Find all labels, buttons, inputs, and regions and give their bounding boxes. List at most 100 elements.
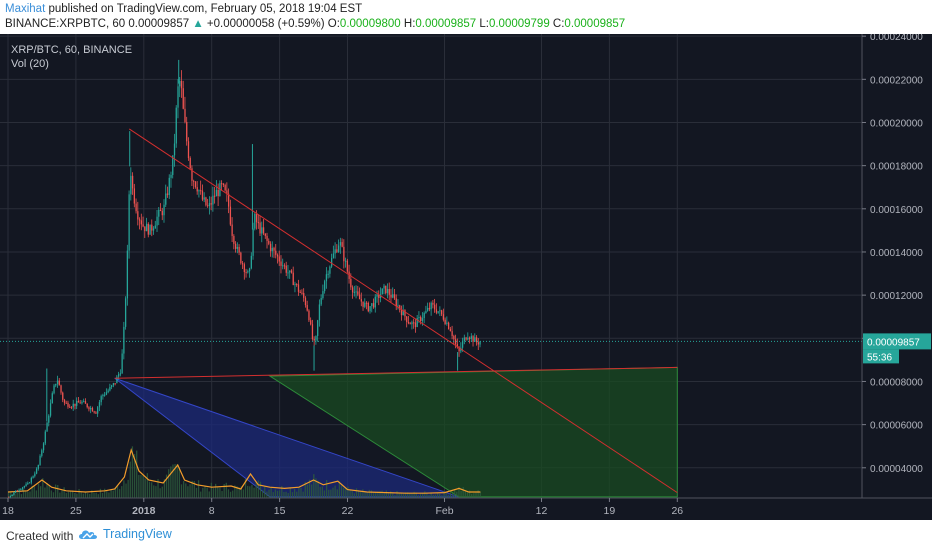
volume-bar — [193, 481, 195, 498]
volume-bar — [72, 490, 74, 498]
candle-body — [318, 304, 321, 321]
volume-bar — [180, 484, 183, 498]
price-chart[interactable]: 0.000040000.000060000.000080000.00010000… — [0, 34, 932, 520]
volume-bar — [443, 490, 445, 498]
volume-bar — [347, 486, 349, 498]
candle-body — [304, 297, 307, 306]
candle-body — [252, 228, 254, 256]
candle-body — [430, 302, 432, 310]
candle-body — [149, 224, 151, 235]
candle-body — [25, 484, 27, 487]
candle-body — [67, 402, 69, 407]
volume-bar — [298, 488, 300, 498]
volume-bar — [336, 489, 338, 498]
candle-body — [264, 233, 266, 236]
author-link[interactable]: Maxihat — [5, 3, 46, 15]
volume-bar — [227, 489, 230, 498]
candle-body — [343, 246, 345, 262]
volume-bar — [212, 488, 215, 498]
candle-body — [400, 309, 403, 316]
volume-bar — [86, 493, 89, 498]
volume-bar — [161, 486, 163, 498]
candle-body — [451, 331, 453, 336]
candle-body — [294, 283, 296, 286]
candle-body — [224, 184, 226, 191]
volume-bar — [84, 491, 87, 498]
candle-body — [268, 240, 270, 244]
volume-bar — [191, 480, 193, 498]
candle-body — [161, 211, 163, 216]
candle-body — [324, 281, 326, 292]
candle-body — [14, 490, 17, 493]
chart-title: XRP/BTC, 60, BINANCE — [11, 44, 133, 56]
volume-bar — [112, 490, 114, 498]
candle-body — [289, 270, 291, 273]
candle-body — [119, 373, 122, 375]
volume-bar — [468, 490, 471, 498]
candle-body — [313, 339, 315, 341]
candle-body — [102, 394, 104, 397]
candle-body — [432, 302, 434, 305]
low-label: L: — [479, 18, 489, 30]
x-tick-label: 12 — [536, 505, 548, 517]
candle-body — [214, 195, 216, 197]
candle-body — [39, 455, 41, 465]
candle-body — [145, 223, 148, 232]
published-text: published on TradingView.com, February 0… — [48, 3, 363, 15]
volume-bar — [264, 486, 266, 498]
candle-body — [130, 175, 132, 195]
volume-bar — [197, 480, 200, 498]
candle-body — [437, 311, 439, 313]
candle-body — [442, 314, 445, 320]
candle-body — [395, 298, 397, 307]
volume-bar — [366, 492, 368, 498]
volume-bar — [291, 492, 294, 498]
candle-body — [407, 321, 410, 324]
volume-bar — [338, 481, 341, 498]
candle-body — [372, 303, 375, 308]
volume-bar — [325, 480, 328, 498]
tradingview-brand[interactable]: TradingView — [77, 527, 172, 541]
candle-body — [248, 268, 251, 272]
volume-bar — [63, 487, 65, 498]
candle-body — [365, 302, 368, 304]
candle-body — [393, 294, 396, 299]
volume-bar — [33, 485, 35, 498]
candle-body — [456, 344, 459, 348]
y-tick-label: 0.00022000 — [870, 75, 923, 86]
last-price-tag-label: 0.00009857 — [867, 337, 920, 348]
volume-bar — [477, 490, 479, 498]
close-value: 0.00009857 — [564, 18, 626, 30]
candle-body — [158, 209, 160, 217]
candle-body — [200, 190, 202, 192]
volume-bar — [302, 491, 304, 498]
candle-body — [81, 401, 83, 404]
volume-bar — [430, 492, 432, 498]
candle-body — [44, 431, 46, 444]
candle-body — [112, 383, 115, 386]
candle-body — [317, 320, 319, 337]
volume-bar — [52, 492, 55, 498]
volume-bar — [14, 493, 16, 498]
open-label: O: — [327, 18, 340, 30]
candle-body — [166, 193, 169, 195]
volume-bar — [178, 467, 181, 498]
candle-body — [399, 305, 401, 310]
volume-bar — [123, 480, 125, 498]
candle-body — [217, 189, 219, 197]
candle-body — [254, 213, 256, 229]
volume-bar — [287, 493, 289, 498]
candle-body — [292, 272, 294, 286]
candle-body — [107, 390, 109, 393]
candle-body — [180, 80, 183, 89]
candle-body — [453, 335, 455, 340]
candle-body — [404, 310, 406, 317]
volume-bar — [432, 494, 434, 498]
chart-panel[interactable]: 0.000040000.000060000.000080000.00010000… — [0, 34, 932, 520]
volume-bar — [308, 479, 311, 498]
volume-bar — [375, 492, 377, 498]
candle-body — [179, 80, 181, 87]
high-value: 0.00009857 — [415, 18, 477, 30]
volume-bar — [27, 491, 29, 498]
x-tick-label: 8 — [209, 505, 215, 517]
